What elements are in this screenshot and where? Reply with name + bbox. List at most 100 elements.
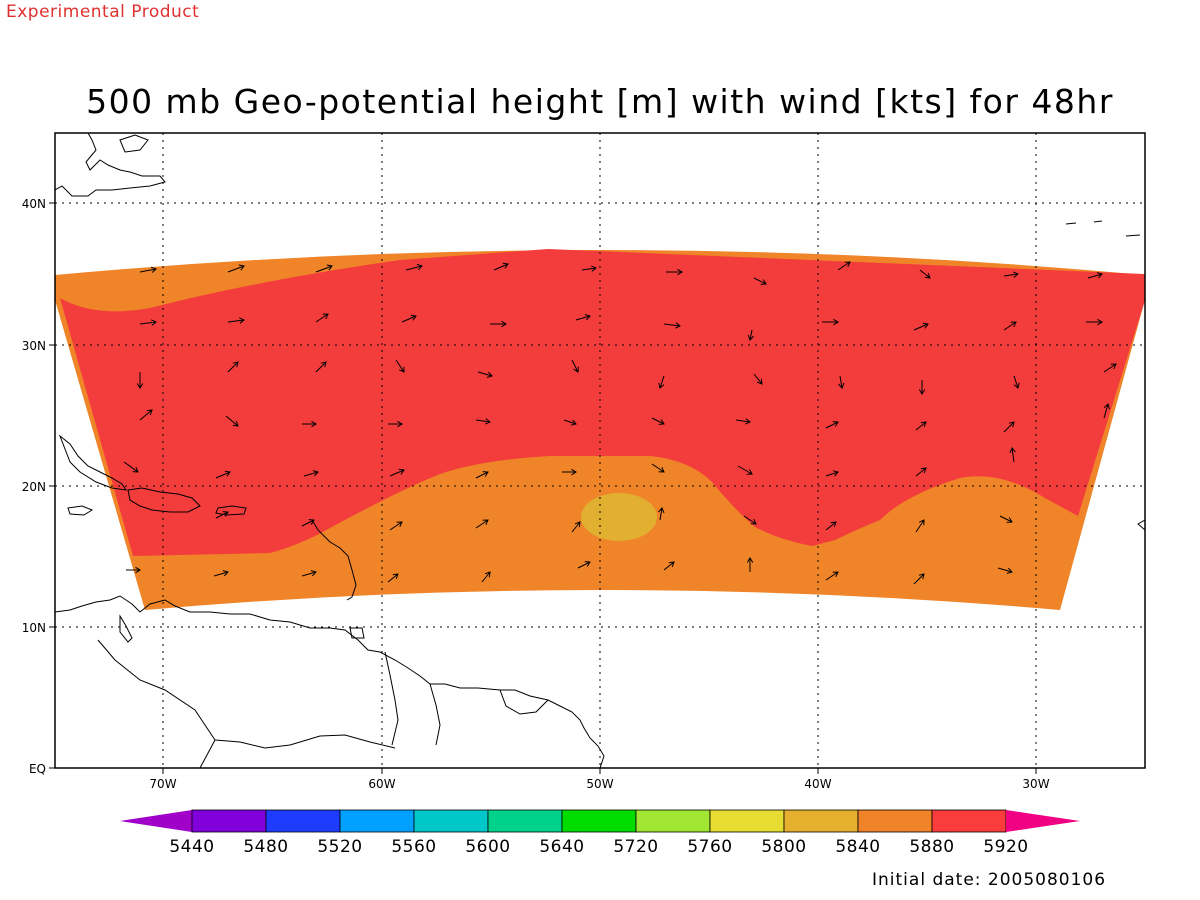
colorbar-label: 5720 [613, 837, 658, 857]
wind-arrow [227, 317, 245, 324]
wind-arrow [666, 268, 683, 276]
wind-arrow [1009, 447, 1016, 463]
lesser-antilles-coastline [311, 519, 357, 601]
wind-arrow [737, 465, 753, 475]
lat-label-eq: EQ [29, 762, 46, 776]
wind-arrow [735, 418, 751, 425]
lon-label-70w: 70W [149, 777, 176, 791]
colorbar-over-arrow [1006, 810, 1080, 832]
cuba-coastline [58, 434, 128, 491]
height-colorbar: 5440 5480 5520 5560 5600 5640 5720 5760 5800 5840… [120, 809, 1080, 857]
wind-arrow [915, 467, 927, 477]
wind-vectors [123, 261, 1117, 585]
wind-arrow [215, 470, 231, 479]
lat-label-30n: 30N [22, 339, 46, 353]
wind-arrow [1103, 363, 1117, 373]
wind-arrow [123, 461, 139, 473]
wind-arrow [915, 519, 925, 533]
wind-arrow [997, 567, 1013, 574]
puerto-rico-coastline [215, 505, 247, 516]
colorbar-label: 5800 [761, 837, 806, 857]
wind-arrow [825, 571, 839, 581]
wind-arrow [1086, 318, 1103, 326]
wind-arrow [389, 468, 405, 477]
wind-arrow [1003, 421, 1015, 433]
maritime-coastline [119, 134, 149, 153]
wind-arrow [139, 319, 157, 326]
wind-arrow [215, 511, 229, 519]
wind-arrow [395, 359, 405, 373]
wind-arrow [301, 519, 315, 527]
wind-arrow [303, 470, 319, 477]
initial-date: Initial date: 2005080106 [872, 870, 1107, 890]
wind-arrow [227, 264, 245, 273]
azores-islands [1065, 220, 1141, 237]
colorbar-label: 5560 [391, 837, 436, 857]
wind-arrow [227, 361, 239, 373]
wind-arrow [825, 421, 839, 429]
wind-arrow [577, 561, 591, 569]
wind-arrow [563, 419, 577, 426]
wind-arrow [477, 371, 493, 378]
lat-label-10n: 10N [22, 621, 46, 635]
wind-arrow [571, 521, 581, 533]
wind-arrow [493, 262, 509, 271]
coastlines [55, 133, 1145, 768]
colorbar-swatch [265, 809, 341, 833]
colorbar-label: 5600 [465, 837, 510, 857]
wind-arrow [1103, 403, 1110, 419]
wind-arrow [822, 318, 839, 326]
wind-arrow [825, 470, 839, 477]
wind-arrow [575, 314, 591, 321]
colorbar-label: 5480 [243, 837, 288, 857]
south-america-coastline [55, 595, 605, 768]
lat-label-40n: 40N [22, 197, 46, 211]
wind-arrow [1087, 272, 1103, 279]
colorbar-label: 5880 [909, 837, 954, 857]
wind-arrow [663, 561, 675, 571]
experimental-product-tag: Experimental Product [6, 2, 200, 22]
wind-arrow [315, 313, 329, 323]
wind-arrow [746, 557, 754, 572]
lake-maracaibo-outline [119, 614, 133, 643]
wind-arrow [1013, 375, 1020, 389]
wind-arrow [490, 320, 507, 328]
canary-coast [1137, 519, 1145, 531]
wind-arrow [825, 521, 837, 531]
wind-arrow [658, 375, 665, 389]
lon-label-60w: 60W [368, 777, 395, 791]
colorbar-label: 5840 [835, 837, 880, 857]
guyana-border [384, 651, 399, 746]
wind-arrow [658, 507, 665, 521]
lon-label-50w: 50W [586, 777, 613, 791]
wind-arrow [1003, 321, 1017, 331]
wind-arrow [136, 372, 144, 389]
wind-arrow [999, 515, 1013, 523]
colorbar-swatch [561, 809, 637, 833]
wind-arrow [919, 269, 931, 279]
lon-label-30w: 30W [1022, 777, 1049, 791]
wind-arrow [213, 570, 229, 577]
wind-arrow [753, 373, 763, 385]
colorbar-swatch [635, 809, 711, 833]
hispaniola-coastline [127, 487, 201, 513]
lat-label-20n: 20N [22, 480, 46, 494]
wind-arrow [126, 566, 141, 574]
wind-arrow [913, 573, 925, 585]
map-title: 500 mb Geo-potential height [m] with win… [86, 82, 1114, 121]
colorbar-swatch [783, 809, 859, 833]
colorbar-label: 5440 [169, 837, 214, 857]
colorbar-swatch [709, 809, 785, 833]
wind-arrow [743, 515, 757, 525]
suriname-border [429, 683, 441, 746]
wind-arrow [387, 573, 399, 583]
height-patch-5800-5840 [581, 493, 657, 541]
colorbar-swatch [931, 809, 1007, 833]
wind-arrow [663, 322, 681, 329]
wind-arrow [915, 421, 927, 431]
wind-arrow [225, 415, 239, 427]
wind-arrow [315, 264, 333, 273]
north-america-coastline [55, 133, 166, 197]
wind-arrow [918, 380, 926, 395]
